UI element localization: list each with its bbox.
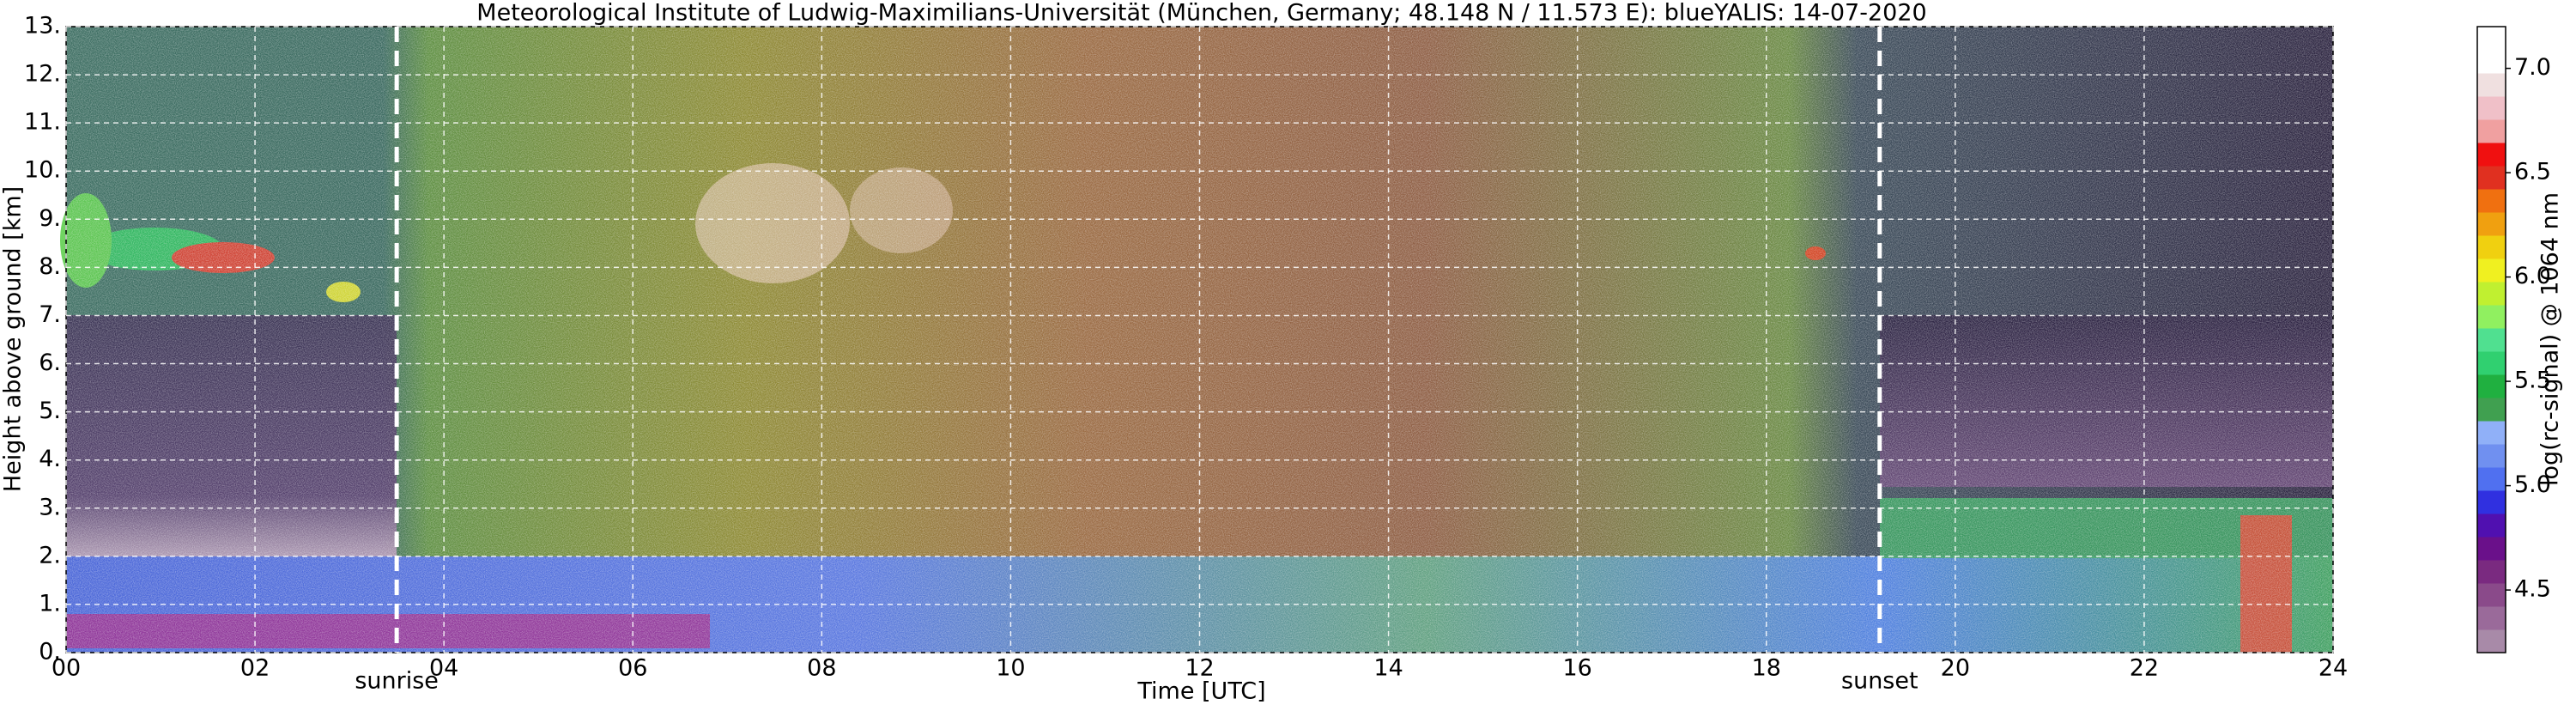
annotation-label: sunset	[1841, 668, 1918, 695]
x-tick-label: 20	[1941, 655, 1970, 682]
y-tick-label: 2.	[39, 542, 61, 568]
colorbar-swatch	[2477, 606, 2506, 630]
annotation-label: sunrise	[355, 668, 439, 695]
colorbar-tick-label: 7.0	[2514, 54, 2551, 81]
y-tick-label: 1.	[39, 590, 61, 617]
y-axis-label: Height above ground [km]	[0, 186, 27, 492]
y-tick-label: 9.	[39, 205, 61, 232]
x-tick-label: 16	[1562, 655, 1591, 682]
colorbar-swatch	[2477, 119, 2506, 143]
x-tick-label: 08	[807, 655, 836, 682]
x-tick-label: 22	[2130, 655, 2159, 682]
x-tick-label: 24	[2318, 655, 2348, 682]
y-tick-label: 7.	[39, 301, 61, 328]
colorbar-swatch	[2477, 73, 2506, 97]
colorbar-swatch	[2477, 50, 2506, 74]
colorbar-swatch	[2477, 421, 2506, 445]
colorbar-swatch	[2477, 96, 2506, 120]
colorbar-swatch	[2477, 537, 2506, 561]
colorbar-tick-label: 6.5	[2514, 159, 2551, 185]
x-tick-label: 06	[618, 655, 647, 682]
colorbar-swatch	[2477, 583, 2506, 607]
x-tick-label: 10	[996, 655, 1025, 682]
chart-title: Meteorological Institute of Ludwig-Maxim…	[476, 0, 1926, 27]
colorbar-swatch	[2477, 560, 2506, 584]
y-tick-label: 0.	[39, 639, 61, 665]
x-tick-label: 04	[429, 655, 458, 682]
y-tick-label: 13.	[24, 13, 61, 40]
colorbar-tick-label: 4.5	[2514, 576, 2551, 603]
y-tick-label: 5.	[39, 398, 61, 424]
colorbar-swatch	[2477, 328, 2506, 352]
x-tick-label: 18	[1752, 655, 1781, 682]
colorbar-swatch	[2477, 490, 2506, 514]
heatmap-image	[60, 27, 2333, 653]
colorbar-swatch	[2477, 444, 2506, 468]
colorbar-tick-label: 6.0	[2514, 263, 2551, 289]
colorbar-frame	[2476, 26, 2506, 653]
x-tick-label: 02	[240, 655, 270, 682]
colorbar-swatch	[2477, 514, 2506, 538]
colorbar-swatch	[2477, 212, 2506, 236]
y-tick-label: 8.	[39, 253, 61, 280]
colorbar-swatch	[2477, 166, 2506, 190]
y-tick-label: 11.	[24, 109, 61, 136]
x-tick-label: 00	[52, 655, 81, 682]
colorbar-swatch	[2477, 282, 2506, 306]
colorbar-swatch	[2477, 305, 2506, 329]
x-tick-label: 12	[1185, 655, 1214, 682]
colorbar-tick-label: 5.5	[2514, 368, 2551, 394]
x-tick-label: 14	[1373, 655, 1403, 682]
colorbar-swatch	[2477, 258, 2506, 283]
colorbar-swatch	[2477, 374, 2506, 398]
colorbar-label: log(rc-signal) @ 1064 nm	[2537, 192, 2564, 486]
colorbar-swatch	[2477, 467, 2506, 491]
y-tick-label: 10.	[24, 157, 61, 184]
colorbar-swatch	[2477, 27, 2506, 51]
y-tick-label: 4.	[39, 446, 61, 472]
colorbar-swatch	[2477, 398, 2506, 422]
colorbar-swatch	[2477, 629, 2506, 653]
colorbar-tick-label: 5.0	[2514, 471, 2551, 498]
y-tick-label: 6.	[39, 349, 61, 376]
x-axis-label: Time [UTC]	[1136, 678, 1265, 705]
colorbar-swatch	[2477, 351, 2506, 375]
colorbar-swatch	[2477, 189, 2506, 213]
y-tick-label: 12.	[24, 61, 61, 88]
colorbar-swatch	[2477, 143, 2506, 167]
colorbar-swatch	[2477, 235, 2506, 259]
y-tick-label: 3.	[39, 494, 61, 520]
